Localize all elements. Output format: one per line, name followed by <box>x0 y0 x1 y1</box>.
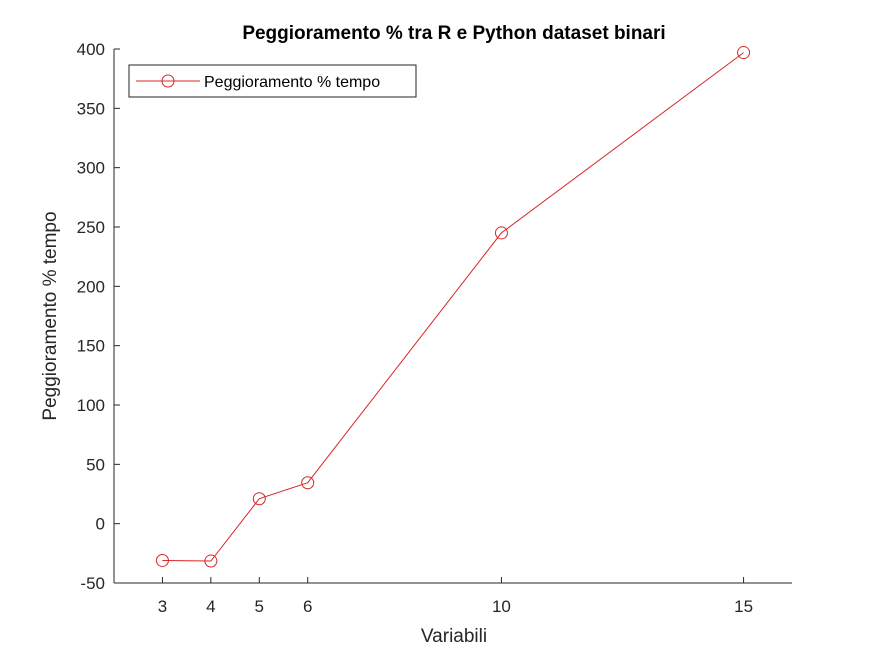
data-point-marker <box>204 554 218 568</box>
legend-entry-label: Peggioramento % tempo <box>204 74 380 91</box>
y-tick-label: 250 <box>77 218 105 237</box>
x-tick-label: 15 <box>734 597 753 616</box>
y-tick-label: 0 <box>96 515 105 534</box>
y-ticks: -50 0 50 100 150 200 250 300 350 400 <box>77 40 120 593</box>
x-axis-label: Variabili <box>421 626 487 647</box>
x-ticks: 3 4 5 6 10 15 <box>158 577 753 616</box>
legend-marker-swatch <box>161 74 175 88</box>
x-tick-label: 6 <box>303 597 312 616</box>
x-tick-label: 4 <box>206 597 215 616</box>
y-tick-label: 400 <box>77 40 105 59</box>
y-tick-label: 350 <box>77 99 105 118</box>
axes <box>113 49 792 584</box>
legend: Peggioramento % tempo <box>128 64 417 98</box>
y-tick-label: 150 <box>77 337 105 356</box>
x-tick-label: 3 <box>158 597 167 616</box>
x-tick-label: 5 <box>255 597 264 616</box>
data-point-marker <box>155 553 169 567</box>
y-tick-label: -50 <box>80 574 105 593</box>
y-tick-label: 300 <box>77 159 105 178</box>
y-tick-label: 50 <box>86 455 105 474</box>
y-tick-label: 100 <box>77 396 105 415</box>
data-point-marker <box>252 492 266 506</box>
data-point-marker <box>301 476 315 490</box>
chart-title: Peggioramento % tra R e Python dataset b… <box>242 23 665 44</box>
data-point-marker <box>494 226 508 240</box>
series-layer <box>155 46 751 568</box>
data-point-marker <box>737 46 751 60</box>
series-line <box>162 52 744 562</box>
y-tick-label: 200 <box>77 277 105 296</box>
y-axis-label: Peggioramento % tempo <box>40 211 61 420</box>
x-tick-label: 10 <box>492 597 511 616</box>
